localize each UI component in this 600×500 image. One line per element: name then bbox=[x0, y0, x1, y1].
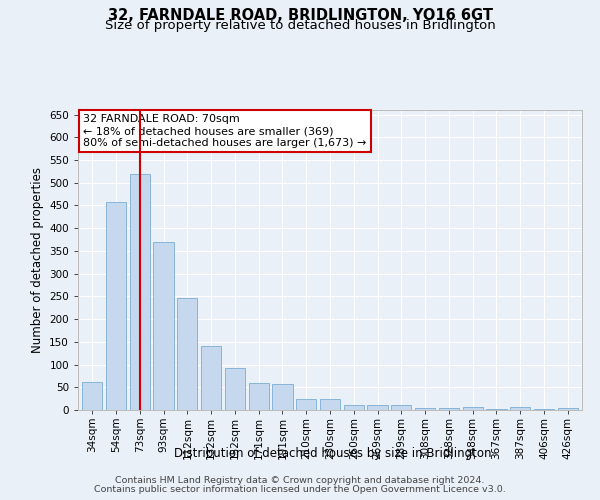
Text: Distribution of detached houses by size in Bridlington: Distribution of detached houses by size … bbox=[174, 448, 492, 460]
Bar bbox=[82, 382, 103, 410]
Bar bbox=[534, 408, 554, 410]
Bar bbox=[510, 408, 530, 410]
Bar bbox=[201, 346, 221, 410]
Bar bbox=[154, 242, 173, 410]
Text: 32 FARNDALE ROAD: 70sqm
← 18% of detached houses are smaller (369)
80% of semi-d: 32 FARNDALE ROAD: 70sqm ← 18% of detache… bbox=[83, 114, 367, 148]
Bar bbox=[130, 174, 150, 410]
Text: Contains public sector information licensed under the Open Government Licence v3: Contains public sector information licen… bbox=[94, 485, 506, 494]
Bar bbox=[177, 298, 197, 410]
Bar bbox=[296, 398, 316, 410]
Bar bbox=[439, 408, 459, 410]
Bar bbox=[344, 404, 364, 410]
Bar bbox=[248, 382, 269, 410]
Bar bbox=[106, 202, 126, 410]
Y-axis label: Number of detached properties: Number of detached properties bbox=[31, 167, 44, 353]
Bar bbox=[272, 384, 293, 410]
Bar bbox=[557, 408, 578, 410]
Bar bbox=[367, 406, 388, 410]
Bar bbox=[225, 368, 245, 410]
Bar bbox=[487, 408, 506, 410]
Text: Size of property relative to detached houses in Bridlington: Size of property relative to detached ho… bbox=[104, 19, 496, 32]
Bar bbox=[463, 407, 483, 410]
Text: 32, FARNDALE ROAD, BRIDLINGTON, YO16 6GT: 32, FARNDALE ROAD, BRIDLINGTON, YO16 6GT bbox=[107, 8, 493, 22]
Bar bbox=[391, 405, 412, 410]
Text: Contains HM Land Registry data © Crown copyright and database right 2024.: Contains HM Land Registry data © Crown c… bbox=[115, 476, 485, 485]
Bar bbox=[320, 398, 340, 410]
Bar bbox=[415, 408, 435, 410]
